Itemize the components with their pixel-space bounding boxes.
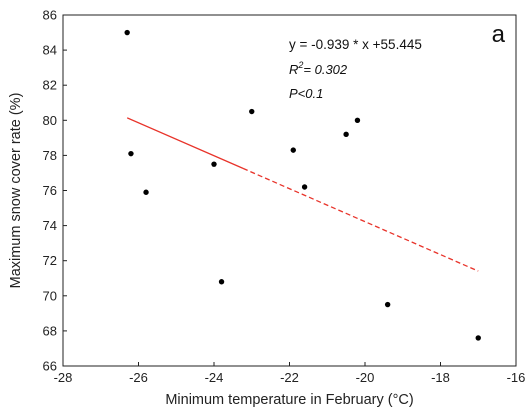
- r2-value: = 0.302: [303, 62, 348, 77]
- x-axis-title: Minimum temperature in February (°C): [165, 392, 413, 408]
- data-points: [124, 29, 481, 341]
- y-tick-label: 86: [43, 8, 57, 23]
- y-tick-label: 68: [43, 323, 57, 338]
- trend-line-dashed: [242, 167, 479, 272]
- y-tick-label: 80: [43, 113, 57, 128]
- y-tick-label: 76: [43, 183, 57, 198]
- panel-label: a: [492, 21, 506, 48]
- x-tick-label: -26: [129, 370, 148, 385]
- x-tick-label: -24: [205, 370, 224, 385]
- x-tick-label: -28: [54, 370, 73, 385]
- data-point: [249, 108, 255, 115]
- x-tick-label: -18: [431, 370, 450, 385]
- p-value-annotation: P<0.1: [289, 86, 323, 101]
- y-tick-label: 70: [43, 288, 57, 303]
- data-point: [211, 161, 217, 167]
- x-tick-label: -16: [507, 370, 526, 385]
- data-point: [384, 301, 391, 308]
- x-tick-label: -20: [356, 370, 375, 385]
- data-point: [290, 147, 296, 153]
- data-point: [128, 150, 134, 157]
- regression-equation: y = -0.939 * x +55.445: [289, 37, 422, 52]
- data-point: [143, 189, 149, 195]
- r2-superscript: 2: [297, 60, 303, 70]
- trend-line-group: [126, 117, 479, 272]
- data-point: [343, 131, 349, 138]
- data-point: [301, 184, 308, 190]
- r-squared-annotation: R2= 0.302: [289, 60, 348, 77]
- data-point: [354, 117, 361, 124]
- y-axis-ticks: 66 68 70 72 74 76 78 80 82 84 86: [43, 8, 67, 374]
- y-tick-label: 66: [43, 359, 57, 374]
- y-tick-label: 84: [43, 43, 57, 58]
- y-tick-label: 82: [43, 78, 57, 93]
- data-point: [475, 335, 481, 341]
- y-tick-label: 72: [43, 253, 57, 268]
- r2-prefix: R: [289, 62, 298, 77]
- x-axis-ticks: -28 -26 -24 -22 -20 -18 -16: [54, 362, 526, 385]
- y-axis-title: Maximum snow cover rate (%): [8, 93, 24, 289]
- y-tick-label: 78: [43, 148, 57, 163]
- y-tick-label: 74: [43, 218, 57, 233]
- x-tick-label: -22: [280, 370, 299, 385]
- data-point: [124, 29, 130, 36]
- trend-line-solid: [126, 117, 244, 170]
- data-point: [218, 279, 225, 285]
